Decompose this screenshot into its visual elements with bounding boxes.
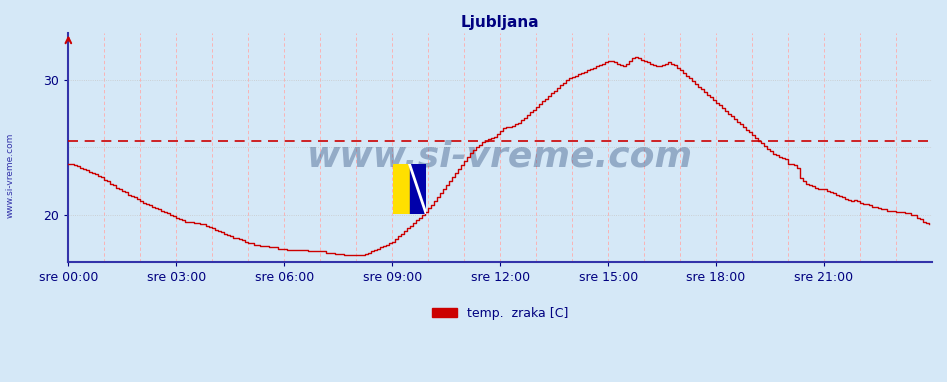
Bar bbox=[393, 164, 409, 214]
Bar bbox=[409, 164, 426, 214]
Legend: temp.  zraka [C]: temp. zraka [C] bbox=[427, 302, 573, 325]
Title: Ljubljana: Ljubljana bbox=[461, 15, 540, 30]
Text: www.si-vreme.com: www.si-vreme.com bbox=[6, 133, 15, 219]
Text: www.si-vreme.com: www.si-vreme.com bbox=[307, 139, 693, 173]
